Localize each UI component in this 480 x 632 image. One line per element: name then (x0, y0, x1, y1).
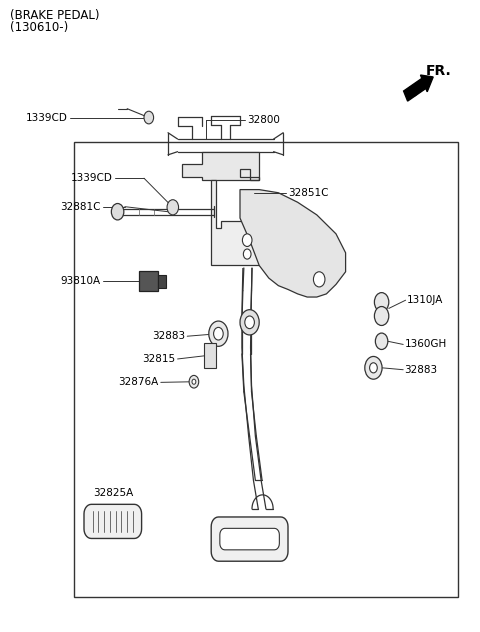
Circle shape (209, 321, 228, 346)
Bar (74, 142, 458, 597)
Circle shape (167, 200, 179, 215)
Circle shape (374, 307, 389, 325)
Text: 32825A: 32825A (93, 488, 133, 498)
Text: 32800: 32800 (247, 115, 280, 125)
Text: (130610-): (130610-) (10, 21, 68, 34)
Polygon shape (84, 504, 142, 538)
Polygon shape (220, 528, 279, 550)
Text: 32883: 32883 (405, 365, 438, 375)
Text: 32881C: 32881C (60, 202, 101, 212)
Circle shape (214, 327, 223, 340)
Text: (BRAKE PEDAL): (BRAKE PEDAL) (10, 9, 99, 23)
Circle shape (374, 293, 389, 312)
Polygon shape (240, 190, 346, 297)
Text: 32883: 32883 (152, 331, 185, 341)
Text: 1310JA: 1310JA (407, 295, 444, 305)
Text: 1360GH: 1360GH (405, 339, 447, 349)
Circle shape (375, 333, 388, 349)
Circle shape (245, 316, 254, 329)
Text: 32815: 32815 (142, 354, 175, 364)
Circle shape (192, 379, 196, 384)
FancyArrow shape (404, 75, 433, 101)
Polygon shape (211, 180, 264, 265)
Circle shape (243, 249, 251, 259)
Text: 1339CD: 1339CD (71, 173, 113, 183)
Circle shape (111, 204, 124, 220)
Circle shape (240, 310, 259, 335)
Polygon shape (182, 152, 259, 180)
Circle shape (242, 234, 252, 246)
Text: 93810A: 93810A (60, 276, 101, 286)
Polygon shape (204, 343, 216, 368)
Text: 1339CD: 1339CD (25, 112, 67, 123)
Text: FR.: FR. (426, 64, 452, 78)
Polygon shape (211, 517, 288, 561)
Text: 32876A: 32876A (118, 377, 158, 387)
Circle shape (370, 363, 377, 373)
Polygon shape (139, 271, 158, 291)
Circle shape (144, 111, 154, 124)
Circle shape (189, 375, 199, 388)
Text: 32851C: 32851C (288, 188, 328, 198)
Circle shape (365, 356, 382, 379)
Circle shape (313, 272, 325, 287)
Polygon shape (158, 275, 166, 288)
